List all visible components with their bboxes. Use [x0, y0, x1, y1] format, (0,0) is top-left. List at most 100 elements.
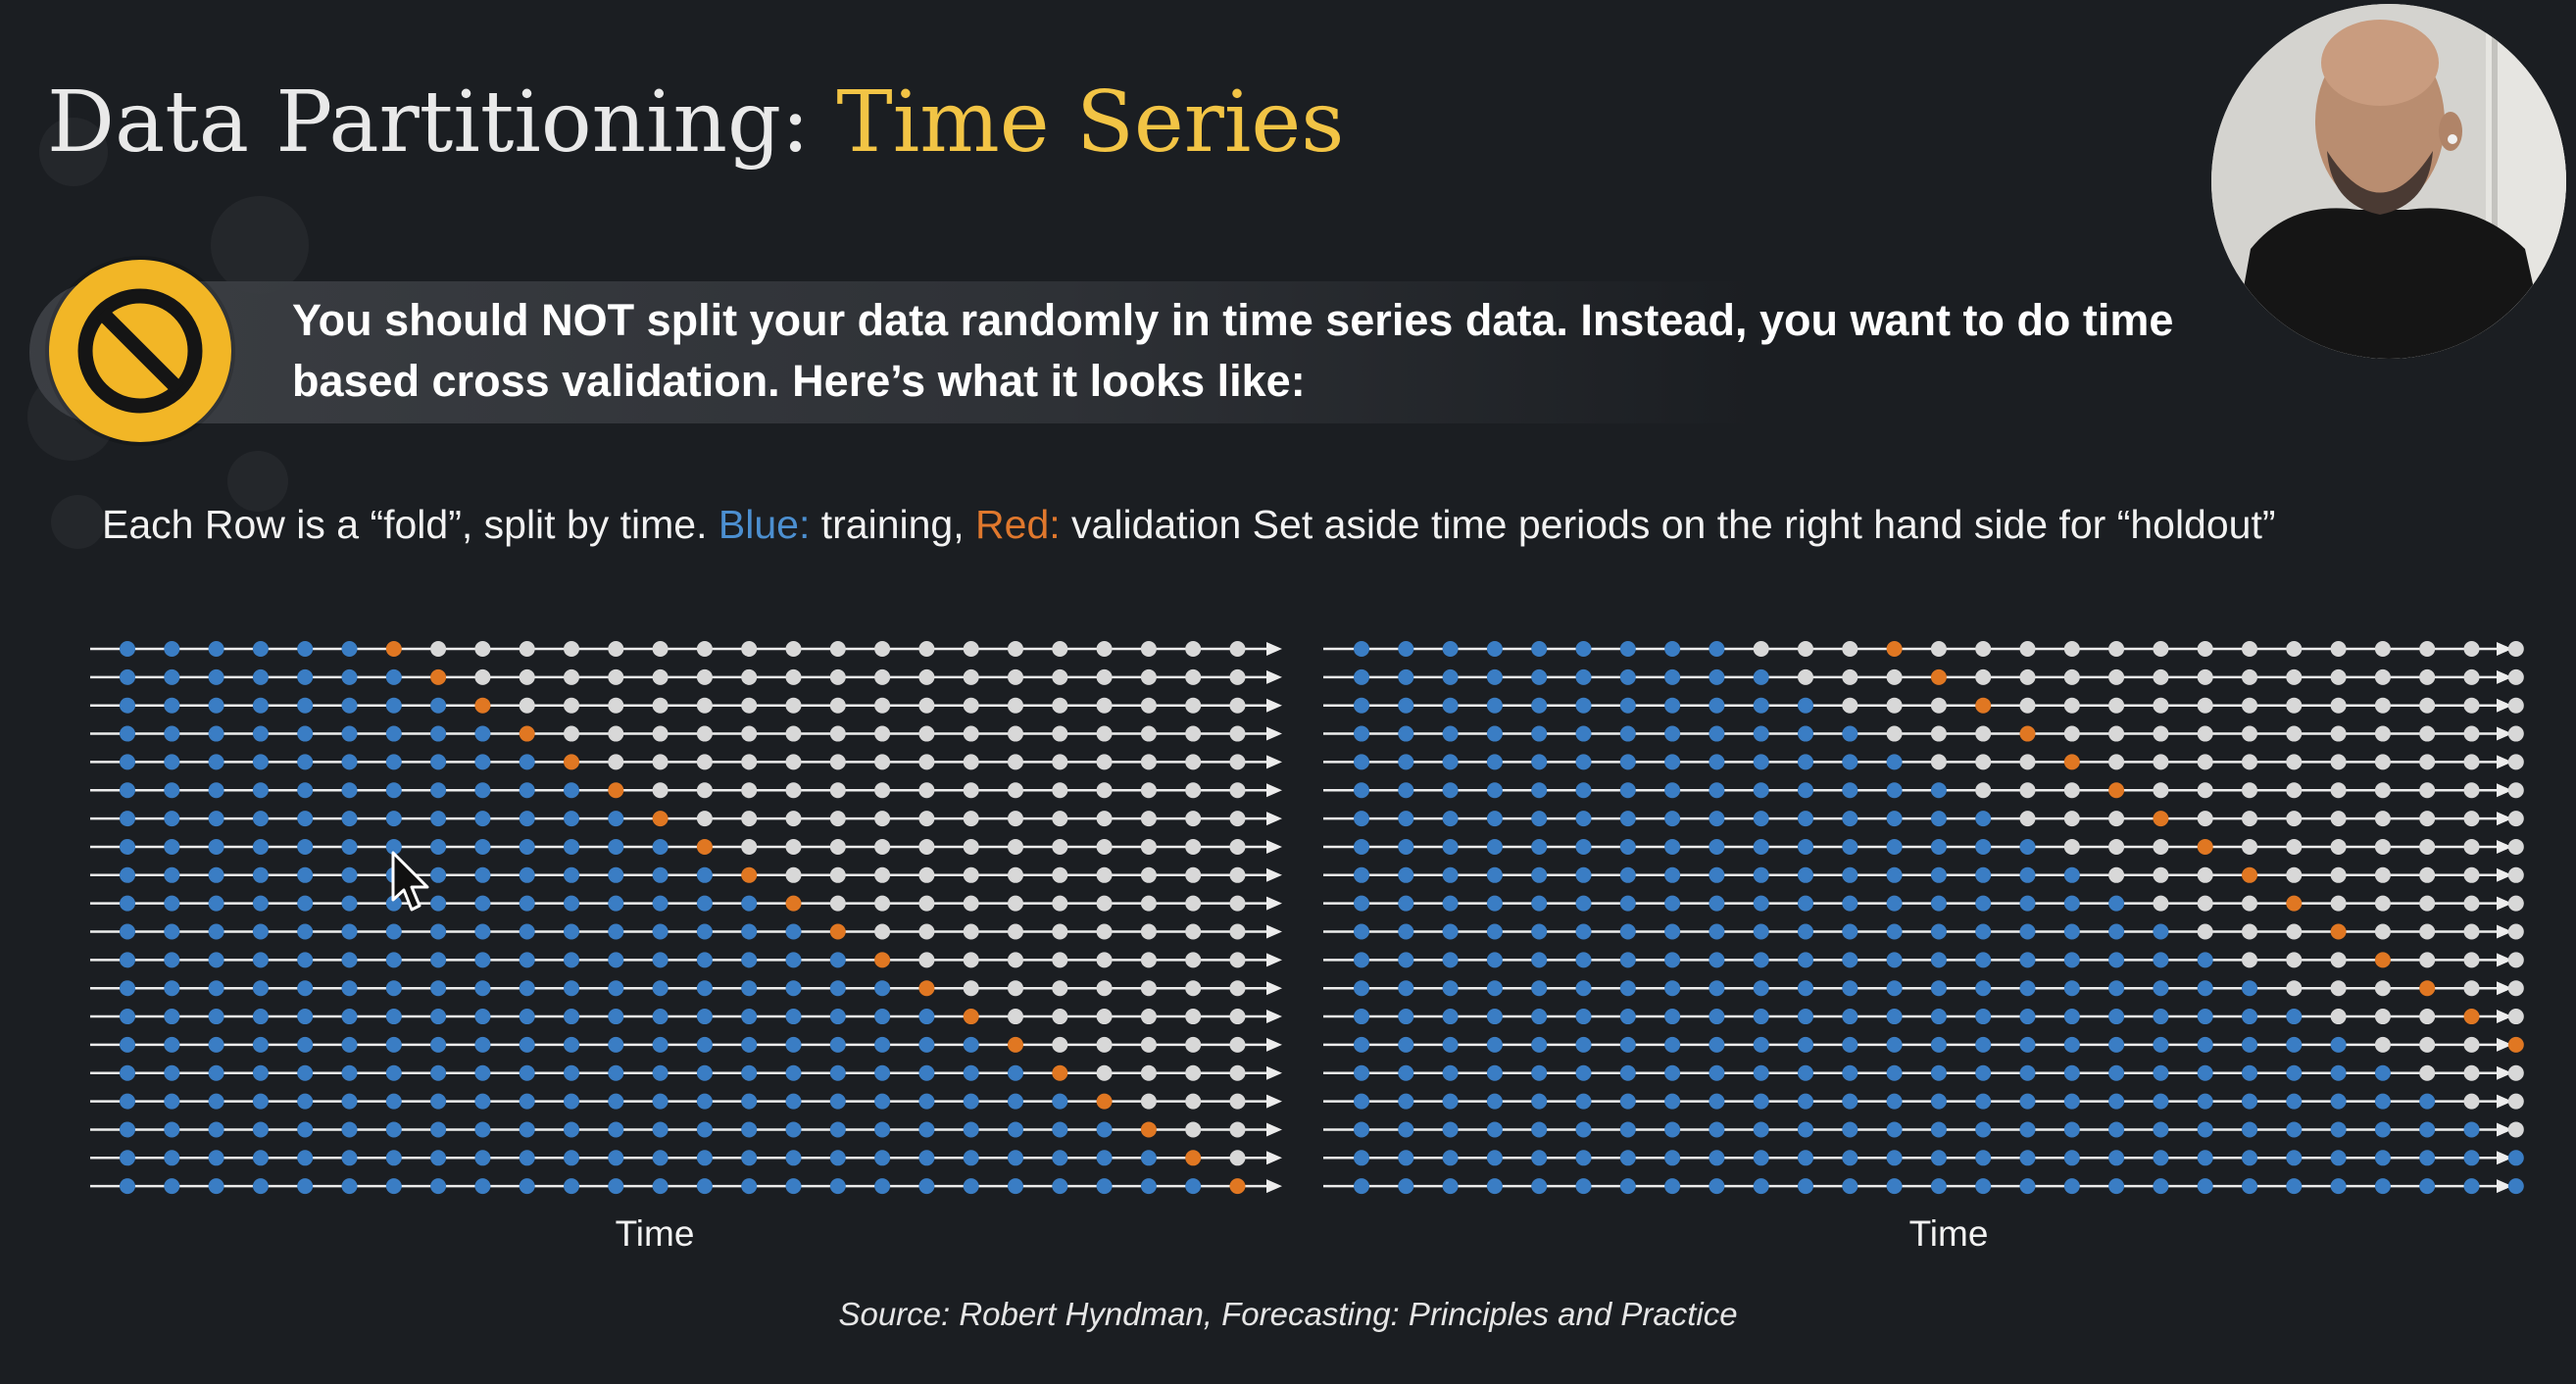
training-point	[696, 1009, 713, 1025]
unused-point	[2463, 811, 2480, 827]
unused-point	[608, 754, 624, 770]
unused-point	[2286, 782, 2303, 799]
training-point	[1354, 980, 1369, 997]
training-point	[1096, 1178, 1113, 1195]
unused-point	[1140, 668, 1157, 685]
training-point	[1842, 782, 1858, 799]
training-point	[208, 697, 224, 714]
training-point	[963, 1121, 979, 1138]
unused-point	[963, 980, 979, 997]
training-point	[164, 980, 180, 997]
training-point	[519, 1150, 535, 1166]
training-point	[385, 697, 402, 714]
training-point	[2019, 895, 2036, 912]
unused-point	[785, 811, 802, 827]
training-point	[519, 923, 535, 940]
training-point	[1842, 1036, 1858, 1053]
unused-point	[963, 895, 979, 912]
fold-row	[1323, 952, 2524, 968]
training-point	[564, 1009, 579, 1025]
training-point	[2463, 1121, 2480, 1138]
time-arrow-icon	[1266, 726, 1282, 741]
training-point	[1619, 725, 1636, 742]
training-point	[1531, 952, 1548, 968]
training-point	[1709, 668, 1725, 685]
validation-point	[2063, 754, 2080, 770]
training-point	[474, 952, 491, 968]
training-point	[2153, 1064, 2169, 1081]
unused-point	[785, 782, 802, 799]
legend-blue-text: training,	[820, 502, 965, 547]
unused-point	[1753, 641, 1769, 657]
training-point	[2242, 1009, 2257, 1025]
training-point	[829, 1150, 846, 1166]
unused-point	[829, 866, 846, 883]
unused-point	[1008, 923, 1023, 940]
unused-point	[2063, 668, 2080, 685]
unused-point	[1096, 1064, 1113, 1081]
unused-point	[652, 782, 669, 799]
unused-point	[874, 782, 891, 799]
training-point	[1398, 641, 1414, 657]
time-arrow-icon	[1266, 1010, 1282, 1024]
unused-point	[2374, 980, 2391, 997]
unused-point	[564, 697, 579, 714]
unused-point	[2330, 866, 2347, 883]
training-point	[608, 838, 624, 855]
training-point	[1930, 1178, 1947, 1195]
training-point	[1930, 895, 1947, 912]
training-point	[652, 980, 669, 997]
training-point	[652, 923, 669, 940]
training-point	[297, 1036, 314, 1053]
training-point	[564, 1064, 579, 1081]
training-point	[385, 1150, 402, 1166]
training-point	[2507, 1178, 2524, 1195]
training-point	[1531, 838, 1548, 855]
training-point	[2063, 1036, 2080, 1053]
training-point	[1664, 754, 1681, 770]
training-point	[430, 1178, 447, 1195]
unused-point	[2286, 697, 2303, 714]
unused-point	[2374, 725, 2391, 742]
training-point	[785, 1093, 802, 1110]
training-point	[474, 895, 491, 912]
unused-point	[918, 697, 935, 714]
training-point	[1486, 754, 1503, 770]
training-point	[1753, 811, 1769, 827]
training-point	[1531, 1009, 1548, 1025]
time-arrow-icon	[1266, 1122, 1282, 1137]
training-point	[297, 980, 314, 997]
training-point	[385, 1093, 402, 1110]
training-point	[1709, 838, 1725, 855]
training-point	[2019, 952, 2036, 968]
unused-point	[2197, 923, 2213, 940]
training-point	[1398, 1064, 1414, 1081]
unused-point	[2419, 895, 2436, 912]
training-point	[385, 782, 402, 799]
unused-point	[918, 952, 935, 968]
training-point	[519, 1064, 535, 1081]
unused-point	[1008, 668, 1023, 685]
training-point	[120, 1093, 135, 1110]
background-bubble	[39, 118, 108, 186]
unused-point	[1052, 838, 1068, 855]
training-point	[430, 1093, 447, 1110]
training-point	[1842, 811, 1858, 827]
training-point	[208, 1178, 224, 1195]
training-point	[1398, 1093, 1414, 1110]
unused-point	[918, 725, 935, 742]
unused-point	[1052, 895, 1068, 912]
unused-point	[1008, 1009, 1023, 1025]
unused-point	[1229, 641, 1246, 657]
validation-point	[918, 980, 935, 997]
fold-row	[90, 866, 1282, 883]
unused-point	[1229, 1036, 1246, 1053]
unused-point	[2463, 782, 2480, 799]
unused-point	[2419, 866, 2436, 883]
training-point	[1930, 980, 1947, 997]
training-point	[2153, 1009, 2169, 1025]
training-point	[341, 895, 358, 912]
unused-point	[2374, 811, 2391, 827]
unused-point	[963, 754, 979, 770]
training-point	[208, 754, 224, 770]
